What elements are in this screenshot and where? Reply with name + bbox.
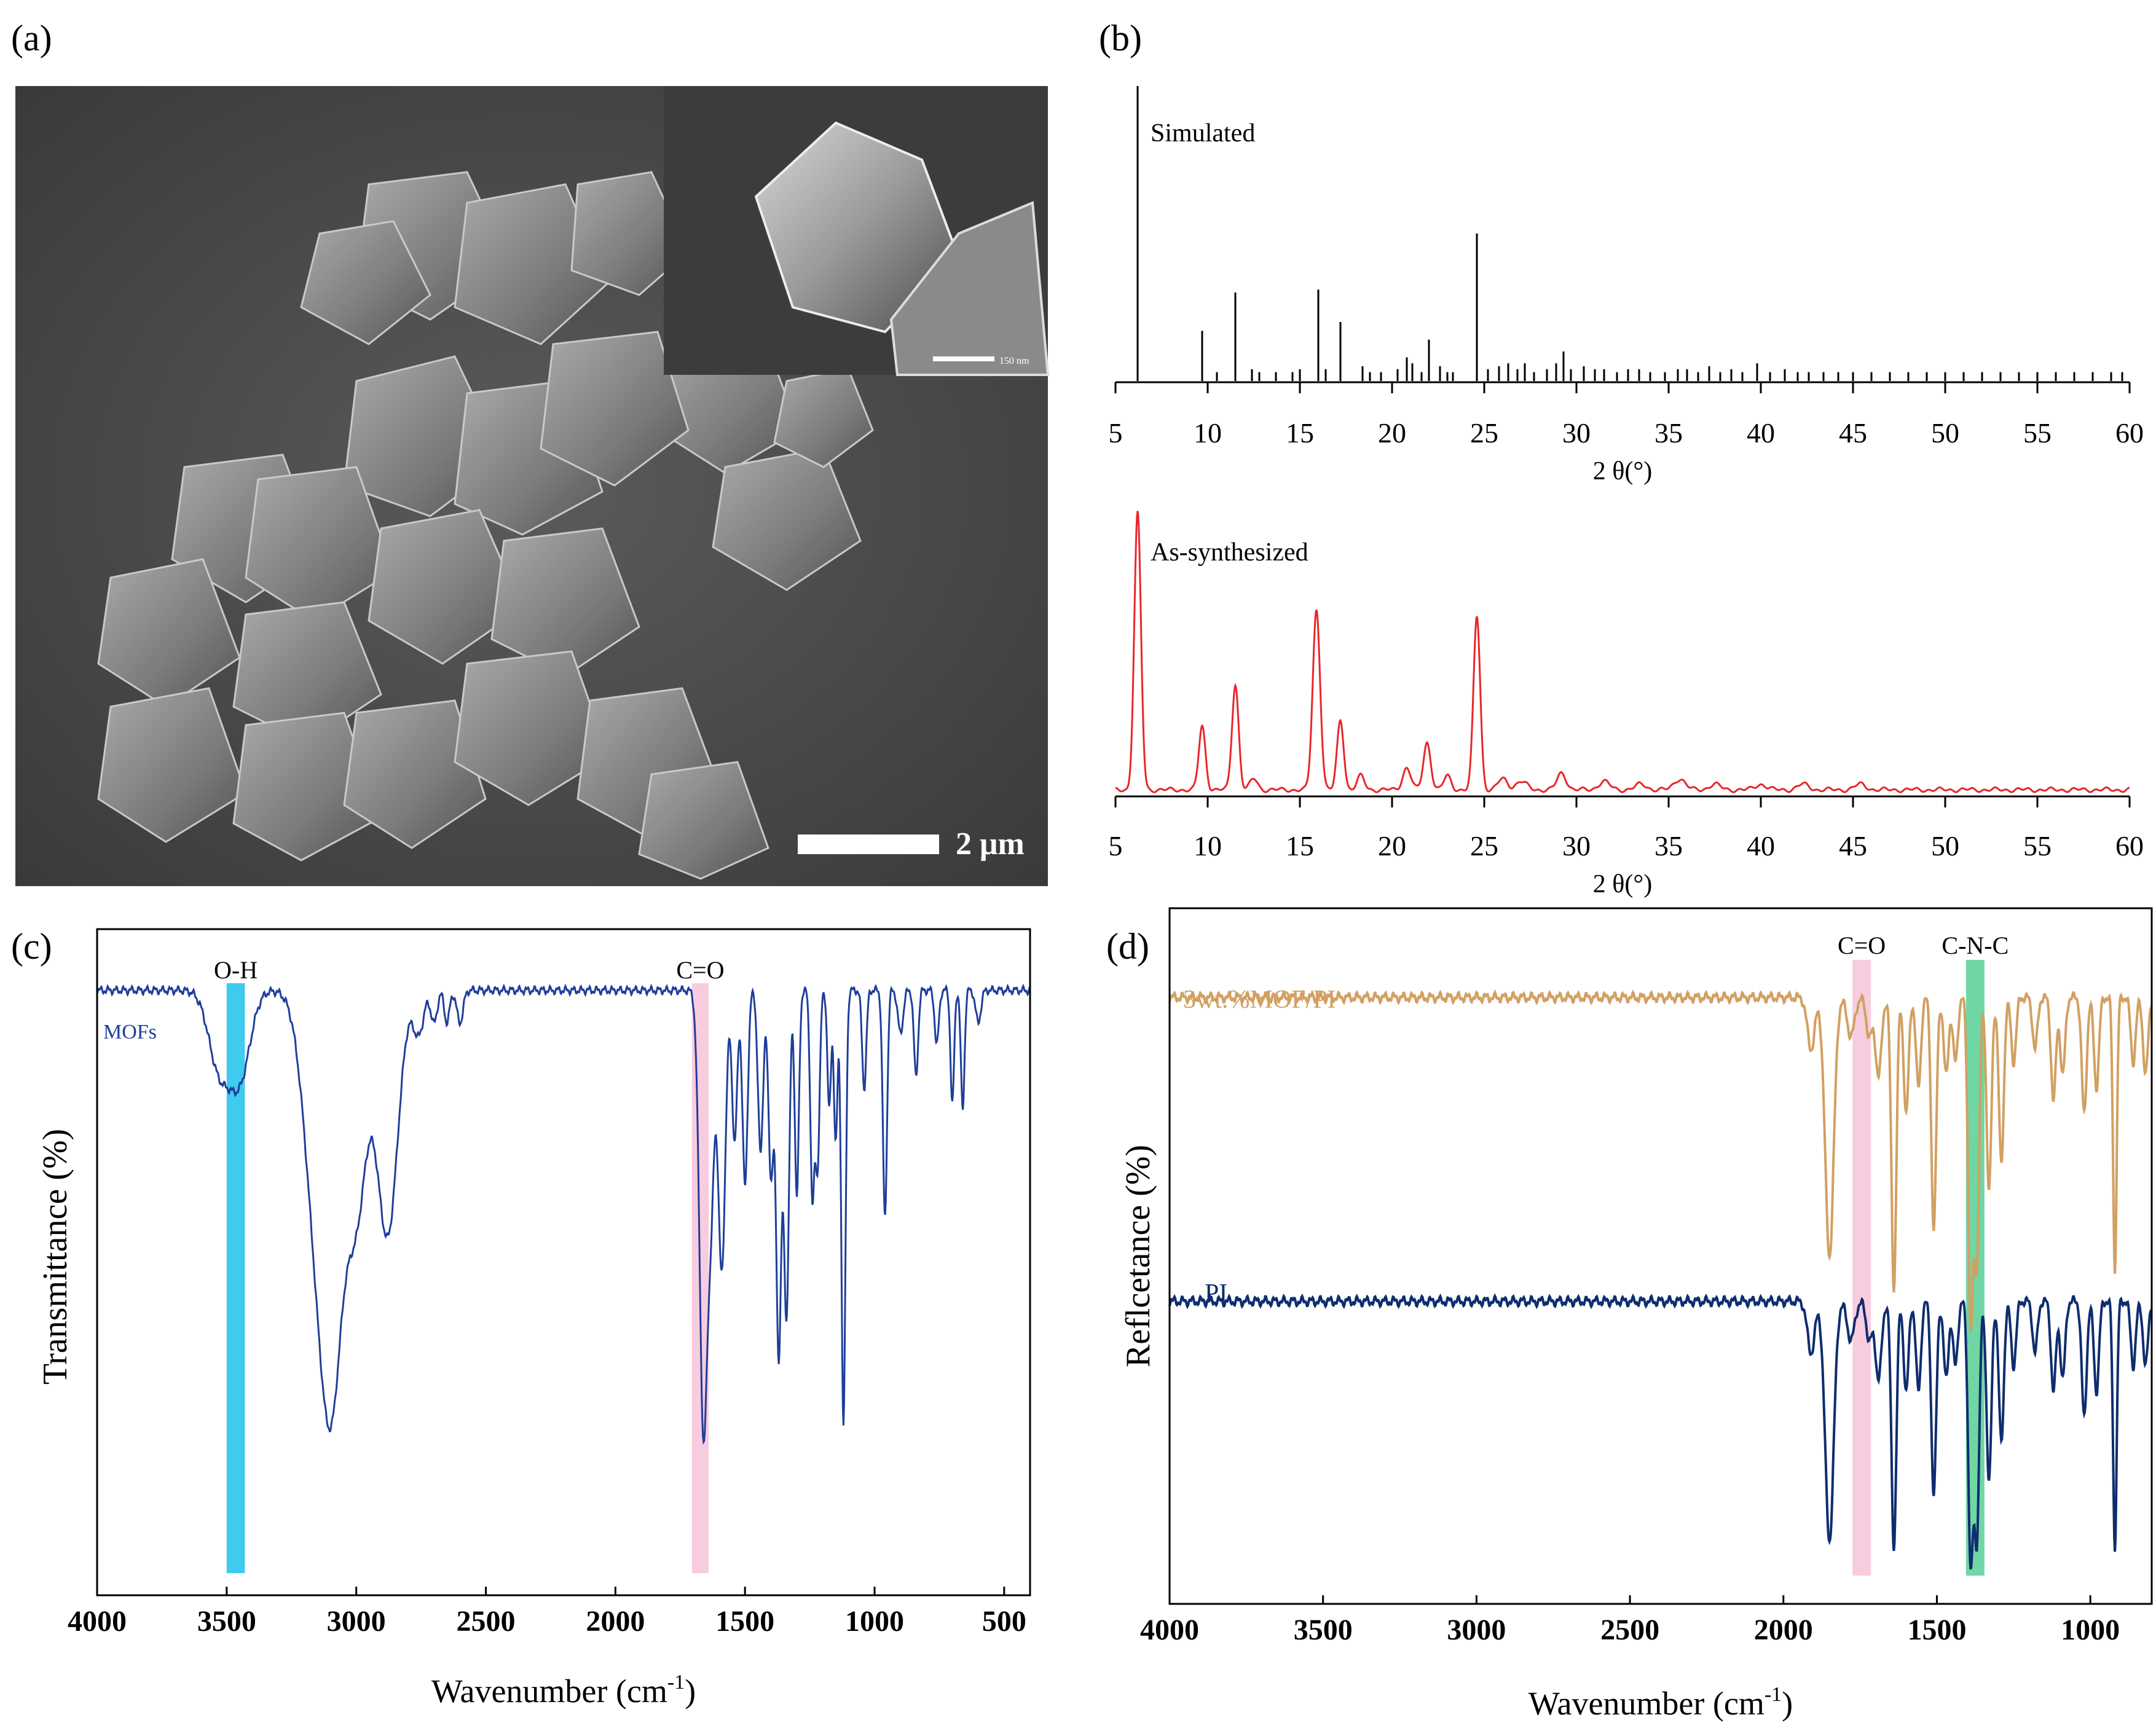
ftir-d-y-label: Reflcetance (%) — [1119, 1145, 1157, 1367]
xrd-synth-tick-label-6: 35 — [1654, 830, 1683, 862]
xrd-sim-ticks: 5 10 15 20 25 30 35 40 45 50 55 60 — [1109, 382, 2144, 449]
sem-scale-bar — [798, 835, 939, 854]
xrd-synth-tick-label-5: 30 — [1562, 830, 1591, 862]
xrd-sim-tick-label-1: 10 — [1194, 417, 1222, 449]
ftir-d-series-label-composite: 3wt.%MOF/PI — [1183, 986, 1336, 1014]
ftir-c-x-label: Wavenumber (cm-1) — [431, 1671, 696, 1710]
ftir-c-band-labels: O-H C=O — [214, 956, 724, 984]
sem-crystals — [97, 171, 874, 880]
xrd-synth-tick-label-8: 45 — [1839, 830, 1867, 862]
xrd-synth-tick-label-3: 20 — [1378, 830, 1406, 862]
xrd-sim-peaks — [1136, 86, 2123, 381]
ftir-d-band-labels: C=O C-N-C — [1838, 932, 2008, 959]
ftir-d-band-highlights — [1852, 960, 1985, 1576]
ftir-c-x-ticks: 4000 3500 3000 2500 2000 1500 1000 500 — [68, 1587, 1026, 1638]
ftir-c-tick-label-3: 2500 — [457, 1605, 516, 1638]
ftir-d-tick-label-3: 2500 — [1600, 1614, 1659, 1646]
ftir-d-band-label-1: C-N-C — [1942, 932, 2008, 959]
ftir-composite-chart: 4000 3500 3000 2500 2000 1500 1000 C=O C-N-C 3w… — [1119, 907, 2153, 1722]
sem-inset-scale-bar — [933, 356, 994, 361]
ftir-d-tick-label-5: 1500 — [1907, 1614, 1966, 1646]
xrd-synth-tick-label-7: 40 — [1747, 830, 1775, 862]
ftir-c-band-label-1: C=O — [676, 956, 724, 984]
xrd-synth-chart: 5 10 15 20 25 30 35 40 45 50 55 60 As-synthesized 2… — [1109, 511, 2144, 898]
ftir-c-series-label: MOFs — [103, 1021, 157, 1043]
ftir-c-tick-label-7: 500 — [982, 1605, 1026, 1638]
xrd-sim-tick-label-5: 30 — [1562, 417, 1591, 449]
ftir-c-tick-label-6: 1000 — [845, 1605, 904, 1638]
xrd-sim-tick-label-6: 35 — [1654, 417, 1683, 449]
ftir-c-tick-label-5: 1500 — [715, 1605, 774, 1638]
ftir-d-band-0 — [1852, 960, 1871, 1576]
ftir-pi-line — [1168, 1293, 2153, 1570]
ftir-c-x-label-sup: -1 — [667, 1671, 685, 1694]
ftir-d-tick-label-6: 1000 — [2061, 1614, 2120, 1646]
xrd-sim-tick-label-7: 40 — [1747, 417, 1775, 449]
ftir-c-tick-label-4: 2000 — [586, 1605, 645, 1638]
ftir-d-x-label-sup: -1 — [1765, 1683, 1782, 1706]
xrd-synth-tick-label-0: 5 — [1109, 830, 1123, 862]
sem-scale-label: 2 μm — [956, 827, 1025, 862]
xrd-sim-tick-label-4: 25 — [1470, 417, 1498, 449]
panel-label-d: (d) — [1106, 926, 1149, 967]
ftir-c-tick-label-0: 4000 — [68, 1605, 127, 1638]
xrd-sim-tick-label-8: 45 — [1839, 417, 1867, 449]
xrd-sim-tick-label-9: 50 — [1931, 417, 1959, 449]
ftir-mofs-line — [96, 983, 1031, 1445]
xrd-sim-tick-label-2: 15 — [1286, 417, 1314, 449]
ftir-c-y-label: Transmittance (%) — [36, 1129, 74, 1384]
ftir-c-band-label-0: O-H — [214, 956, 258, 984]
xrd-synth-line — [1115, 511, 2130, 793]
ftir-d-x-label: Wavenumber (cm-1) — [1528, 1683, 1793, 1722]
xrd-synth-tick-label-1: 10 — [1194, 830, 1222, 862]
xrd-synth-x-label: 2 θ(°) — [1593, 870, 1652, 898]
sem-image: 150 nm 2 μm — [15, 86, 1050, 886]
xrd-synth-label: As-synthesized — [1151, 538, 1308, 567]
ftir-d-frame — [1168, 907, 2153, 1605]
panel-label-b: (b) — [1099, 18, 1142, 58]
xrd-synth-tick-label-10: 55 — [2023, 830, 2052, 862]
ftir-d-tick-label-0: 4000 — [1140, 1614, 1199, 1646]
xrd-synth-tick-label-9: 50 — [1931, 830, 1959, 862]
ftir-c-tick-label-1: 3500 — [197, 1605, 256, 1638]
ftir-d-tick-label-1: 3500 — [1294, 1614, 1353, 1646]
xrd-sim-tick-label-10: 55 — [2023, 417, 2052, 449]
ftir-d-tick-label-4: 2000 — [1754, 1614, 1813, 1646]
ftir-c-band-0 — [226, 983, 245, 1573]
panel-label-c: (c) — [11, 926, 52, 967]
xrd-sim-tick-label-0: 5 — [1109, 417, 1123, 449]
xrd-sim-x-label: 2 θ(°) — [1593, 457, 1652, 485]
ftir-d-x-ticks: 4000 3500 3000 2500 2000 1500 1000 — [1140, 1595, 2120, 1646]
xrd-sim-label: Simulated — [1151, 119, 1255, 147]
ftir-d-series-label-pi: PI — [1205, 1279, 1227, 1308]
xrd-sim-tick-label-11: 60 — [2115, 417, 2144, 449]
xrd-synth-tick-label-2: 15 — [1286, 830, 1314, 862]
panel-label-a: (a) — [11, 18, 52, 58]
xrd-synth-tick-label-11: 60 — [2115, 830, 2144, 862]
ftir-mof-chart: 4000 3500 3000 2500 2000 1500 1000 500 O-H C=O M… — [36, 928, 1031, 1710]
xrd-synth-ticks: 5 10 15 20 25 30 35 40 45 50 55 60 — [1109, 796, 2144, 862]
ftir-c-tick-label-2: 3000 — [327, 1605, 386, 1638]
ftir-d-band-label-0: C=O — [1838, 932, 1886, 959]
ftir-composite-line — [1168, 989, 2153, 1332]
xrd-synth-tick-label-4: 25 — [1470, 830, 1498, 862]
ftir-d-tick-label-2: 3000 — [1447, 1614, 1506, 1646]
xrd-sim-tick-label-3: 20 — [1378, 417, 1406, 449]
sem-inset-crystal-2 — [889, 201, 1050, 376]
xrd-simulated-chart: 5 10 15 20 25 30 35 40 45 50 55 60 Simulated 2 θ(°) — [1109, 86, 2144, 485]
sem-inset-scale-label: 150 nm — [999, 356, 1029, 366]
ftir-c-frame — [96, 928, 1031, 1596]
